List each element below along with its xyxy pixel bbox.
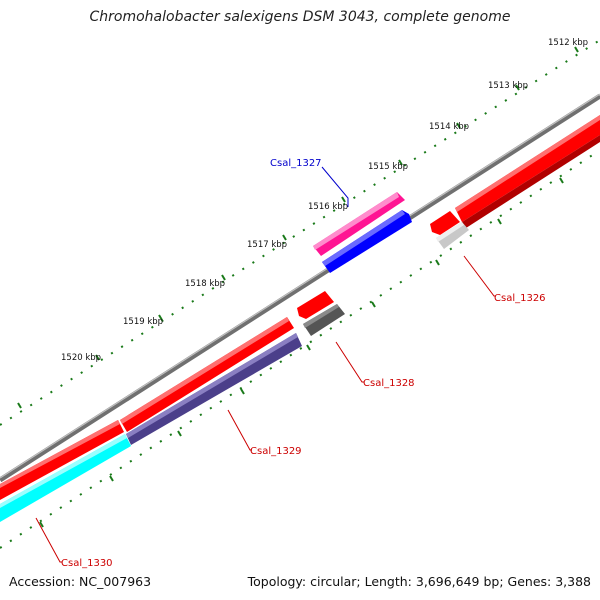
ruler-label: 1520 kbp — [61, 353, 101, 363]
backbone-line — [0, 93, 600, 483]
map-title: Chromohalobacter salexigens DSM 3043, co… — [89, 9, 511, 25]
accession-text: Accession: NC_007963 — [9, 574, 152, 589]
gene-label-csal-1326[interactable]: Csal_1326 — [494, 293, 546, 304]
gene-label-csal-1328[interactable]: Csal_1328 — [363, 378, 415, 389]
major-tick — [282, 234, 287, 241]
gene-labels: Csal_1327 Csal_1326 Csal_1328 Csal_1329 … — [61, 158, 546, 569]
cds-highlight — [436, 222, 464, 242]
gene-red-band-upper[interactable] — [455, 115, 600, 228]
leader-line-csal-1330 — [35, 517, 62, 563]
major-tick — [17, 402, 22, 409]
gene-label-csal-1327[interactable]: Csal_1327 — [270, 158, 322, 169]
outer-tick-dots — [0, 39, 600, 426]
gene-red-small-1326[interactable] — [430, 211, 460, 235]
cds-highlight — [455, 115, 600, 212]
major-tick — [95, 354, 100, 361]
major-tick — [177, 430, 182, 437]
ruler-label: 1519 kbp — [123, 317, 163, 327]
ruler-label: 1518 kbp — [185, 279, 225, 289]
cds-shape — [120, 317, 294, 432]
ruler-label: 1515 kbp — [368, 162, 408, 172]
major-tick — [371, 301, 376, 308]
cds-highlight — [126, 333, 298, 438]
backbone-highlight — [0, 93, 600, 479]
gene-csal-1330[interactable] — [0, 434, 131, 522]
gene-red-band-middle[interactable] — [120, 317, 294, 432]
gene-red-small-1328[interactable] — [297, 291, 334, 319]
leader-line-csal-1327 — [321, 166, 349, 207]
ruler-label: 1512 kbp — [548, 38, 588, 48]
major-tick — [497, 218, 502, 225]
major-tick — [435, 259, 440, 266]
ruler-label: 1514 kbp — [429, 122, 469, 132]
major-tick — [306, 344, 311, 351]
leader-line-csal-1328 — [335, 341, 364, 383]
major-tick — [515, 84, 520, 91]
cds-shadow — [462, 135, 600, 228]
major-tick — [456, 122, 461, 129]
major-tick — [39, 521, 44, 528]
cds-highlight — [313, 192, 399, 250]
cds-shape — [126, 333, 302, 445]
cds-shape — [0, 434, 131, 522]
leader-line-csal-1329 — [227, 409, 252, 451]
gene-csal-1328[interactable] — [303, 304, 345, 336]
cds-highlight — [322, 210, 405, 266]
ruler-label: 1513 kbp — [488, 81, 528, 91]
major-tick — [158, 314, 163, 321]
gene-red-band-lower[interactable] — [0, 420, 124, 500]
major-tick — [398, 159, 403, 166]
major-tick — [559, 177, 564, 184]
gene-label-csal-1330[interactable]: Csal_1330 — [61, 558, 113, 569]
cds-highlight — [0, 434, 127, 508]
ruler-labels: 1512 kbp 1513 kbp 1514 kbp 1515 kbp 1516… — [61, 38, 588, 363]
major-tick — [240, 388, 245, 395]
cds-shape — [430, 211, 460, 235]
ruler-label: 1517 kbp — [247, 240, 287, 250]
gene-csal-1327-blue[interactable] — [322, 210, 412, 273]
backbone — [0, 93, 600, 483]
topology-summary-text: Topology: circular; Length: 3,696,649 bp… — [247, 574, 591, 589]
cds-shape — [0, 420, 124, 500]
outer-major-ticks — [17, 46, 579, 409]
cds-shape — [313, 192, 405, 256]
inner-major-ticks — [39, 177, 564, 528]
cds-shape — [436, 222, 469, 249]
leader-lines — [35, 166, 496, 563]
gene-csal-1326[interactable] — [436, 222, 469, 249]
gene-csal-1327-magenta[interactable] — [313, 192, 405, 256]
cds-shape — [297, 291, 334, 319]
cds-highlight — [0, 420, 120, 488]
major-tick — [109, 475, 114, 482]
cds-shape — [303, 304, 345, 336]
cds-highlight — [120, 317, 289, 424]
major-tick — [221, 274, 226, 281]
gene-label-csal-1329[interactable]: Csal_1329 — [250, 446, 302, 457]
cds-highlight — [303, 304, 339, 328]
major-tick — [574, 46, 579, 53]
inner-tick-dots — [0, 149, 600, 549]
cds-shape — [322, 210, 412, 273]
ruler-label: 1516 kbp — [308, 202, 348, 212]
gene-csal-1329[interactable] — [126, 333, 302, 445]
outer-tick-row — [0, 39, 600, 426]
major-tick — [341, 196, 346, 203]
inner-tick-row — [0, 149, 600, 549]
leader-line-csal-1326 — [463, 255, 496, 297]
